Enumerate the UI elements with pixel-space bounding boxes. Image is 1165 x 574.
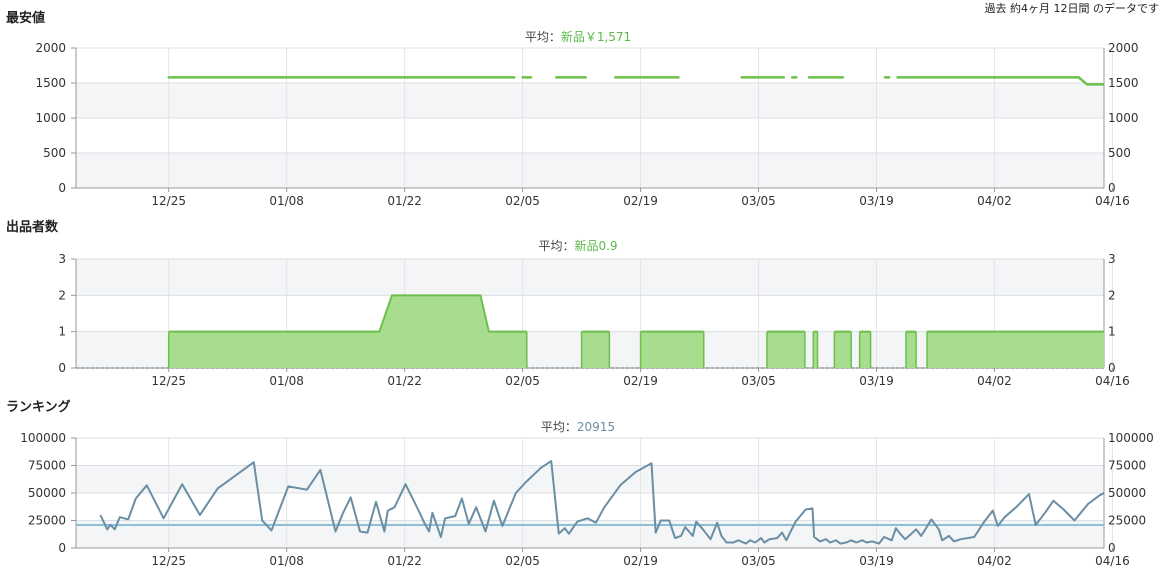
x-tick-label: 01/22 <box>387 374 422 388</box>
avg-label-lowest-price: 平均：新品￥1,571 <box>378 28 778 45</box>
area-segment <box>859 331 871 368</box>
x-tick-label: 04/16 <box>1095 554 1130 568</box>
y-tick-label-left: 1 <box>58 325 66 339</box>
grid-band <box>76 118 1104 153</box>
y-tick-label-right: 0 <box>1108 181 1116 195</box>
grid-band <box>76 259 1104 296</box>
x-tick-label: 01/08 <box>269 554 304 568</box>
x-tick-label: 01/08 <box>269 374 304 388</box>
x-tick-label: 04/16 <box>1095 194 1130 208</box>
grid-band <box>76 83 1104 118</box>
y-tick-label-right: 1500 <box>1108 76 1139 90</box>
x-tick-label: 02/19 <box>623 374 658 388</box>
y-tick-label-right: 50000 <box>1108 486 1146 500</box>
y-tick-label-right: 1 <box>1108 325 1116 339</box>
y-tick-label-right: 75000 <box>1108 459 1146 473</box>
y-tick-label-right: 1000 <box>1108 111 1139 125</box>
x-tick-label: 03/19 <box>859 194 894 208</box>
x-tick-label: 02/19 <box>623 554 658 568</box>
y-tick-label-left: 100000 <box>20 431 66 445</box>
section-title-seller-count: 出品者数 <box>6 220 59 235</box>
grid-band <box>76 493 1104 521</box>
section-title-ranking: ランキング <box>6 400 71 415</box>
x-tick-label: 01/22 <box>387 194 422 208</box>
chart-panel-2: 0 0 25000 25000 50000 50000 75000 75000 100000 10… <box>20 431 1154 568</box>
plot-area <box>76 460 1104 545</box>
y-tick-label-left: 1000 <box>35 111 66 125</box>
y-tick-label-right: 2 <box>1108 288 1116 302</box>
avg-value: 新品0.9 <box>574 239 618 253</box>
ranking-line <box>99 460 1104 545</box>
plot-area <box>76 294 1104 369</box>
avg-prefix: 平均： <box>538 239 575 253</box>
x-tick-label: 02/05 <box>505 194 540 208</box>
y-tick-label-right: 100000 <box>1108 431 1154 445</box>
x-tick-label: 02/05 <box>505 374 540 388</box>
data-period-note: 過去 約4ヶ月 12日間 のデータです <box>984 2 1159 15</box>
area-segment <box>834 331 852 368</box>
chart-panel-0: 0 0 500 500 1000 1000 1500 1500 2000 2000 12/25 01/… <box>35 41 1139 208</box>
area-segment <box>905 331 917 368</box>
avg-prefix: 平均： <box>524 30 561 44</box>
chart-panel-1: 0 0 1 1 2 2 3 3 12/25 01/08 01/22 02/05 02/19 03/05 03… <box>58 252 1130 388</box>
avg-value: 新品￥1,571 <box>560 30 632 44</box>
x-tick-label: 03/05 <box>741 194 776 208</box>
x-tick-label: 12/25 <box>151 374 186 388</box>
y-tick-label-left: 0 <box>58 541 66 555</box>
x-tick-label: 01/08 <box>269 194 304 208</box>
x-tick-label: 03/05 <box>741 374 776 388</box>
section-title-lowest-price: 最安値 <box>6 11 46 26</box>
y-tick-label-left: 2 <box>58 288 66 302</box>
x-tick-label: 03/19 <box>859 374 894 388</box>
grid-band <box>76 295 1104 332</box>
plot-area <box>167 76 1104 86</box>
area-segment <box>766 331 805 368</box>
x-tick-label: 04/02 <box>977 194 1012 208</box>
y-tick-label-left: 0 <box>58 181 66 195</box>
y-tick-label-left: 75000 <box>28 459 66 473</box>
x-tick-label: 02/19 <box>623 194 658 208</box>
area-segment <box>581 331 610 368</box>
x-tick-label: 12/25 <box>151 554 186 568</box>
y-tick-label-right: 2000 <box>1108 41 1139 55</box>
x-tick-label: 04/02 <box>977 374 1012 388</box>
x-tick-label: 04/02 <box>977 554 1012 568</box>
y-tick-label-left: 25000 <box>28 514 66 528</box>
avg-prefix: 平均： <box>540 420 577 434</box>
y-tick-label-left: 50000 <box>28 486 66 500</box>
grid-band <box>76 438 1104 466</box>
y-tick-label-right: 500 <box>1108 146 1131 160</box>
y-tick-label-left: 3 <box>58 252 66 266</box>
avg-label-seller-count: 平均：新品0.9 <box>378 237 778 254</box>
y-tick-label-left: 0 <box>58 361 66 375</box>
x-tick-label: 03/19 <box>859 554 894 568</box>
y-tick-label-left: 500 <box>43 146 66 160</box>
grid-band <box>76 465 1104 493</box>
y-tick-label-left: 2000 <box>35 41 66 55</box>
y-tick-label-right: 25000 <box>1108 514 1146 528</box>
area-segment <box>927 331 1104 368</box>
y-tick-label-left: 1500 <box>35 76 66 90</box>
area-segment <box>640 331 704 368</box>
y-tick-label-right: 3 <box>1108 252 1116 266</box>
y-tick-label-right: 0 <box>1108 361 1116 375</box>
area-segment <box>813 331 818 368</box>
area-top-line <box>168 294 527 333</box>
avg-label-ranking: 平均：20915 <box>378 418 778 435</box>
avg-value: 20915 <box>576 420 616 434</box>
price-segment <box>896 76 1104 86</box>
grid-band <box>76 153 1104 188</box>
y-tick-label-right: 0 <box>1108 541 1116 555</box>
x-tick-label: 02/05 <box>505 554 540 568</box>
x-tick-label: 01/22 <box>387 554 422 568</box>
x-tick-label: 03/05 <box>741 554 776 568</box>
x-tick-label: 04/16 <box>1095 374 1130 388</box>
x-tick-label: 12/25 <box>151 194 186 208</box>
